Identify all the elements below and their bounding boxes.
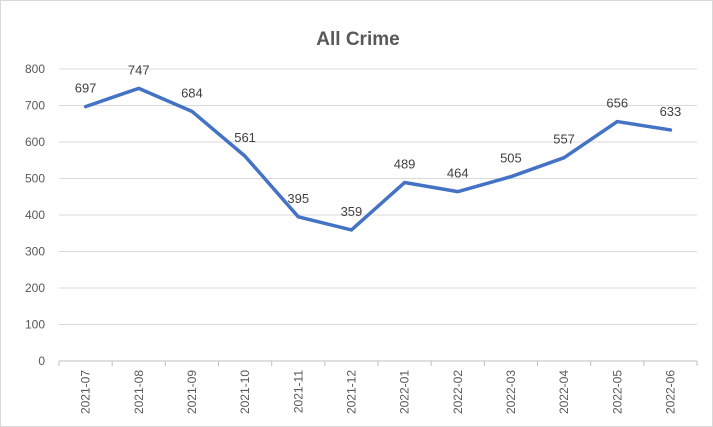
- x-tick-label: 2021-08: [132, 370, 146, 414]
- x-tick-label: 2021-11: [291, 370, 305, 413]
- data-label: 395: [287, 191, 309, 206]
- data-point: [509, 175, 513, 179]
- gridlines: [59, 68, 697, 362]
- x-tick-label: 2022-05: [610, 370, 624, 414]
- data-point: [137, 86, 141, 90]
- data-label: 656: [606, 96, 628, 111]
- y-tick-label: 600: [25, 135, 45, 149]
- data-label: 633: [660, 104, 682, 119]
- data-point: [456, 190, 460, 194]
- series-line: [83, 86, 673, 232]
- data-label: 697: [75, 81, 97, 96]
- data-point: [349, 228, 353, 232]
- data-point: [615, 120, 619, 124]
- data-label: 505: [500, 151, 522, 166]
- y-tick-label: 0: [38, 354, 45, 368]
- x-axis-ticks: 2021-07 2021-08 2021-09 2021-10 2021-11 2021-…: [58, 361, 698, 414]
- data-label: 747: [128, 62, 150, 77]
- x-tick-label: 2022-01: [398, 370, 412, 414]
- y-tick-label: 100: [25, 318, 45, 332]
- data-label: 464: [447, 166, 469, 181]
- y-tick-label: 800: [25, 62, 45, 76]
- x-tick-label: 2021-10: [238, 370, 252, 414]
- data-label: 557: [553, 132, 575, 147]
- data-label: 489: [394, 157, 416, 172]
- chart-title: All Crime: [316, 29, 399, 50]
- data-point: [403, 181, 407, 185]
- x-tick-label: 2021-07: [79, 370, 93, 414]
- data-label: 561: [234, 130, 256, 145]
- data-point: [668, 128, 672, 132]
- data-point: [243, 154, 247, 158]
- x-tick-label: 2021-12: [344, 370, 358, 414]
- x-tick-label: 2022-04: [557, 370, 571, 414]
- x-tick-label: 2022-06: [663, 370, 677, 414]
- x-tick-label: 2021-09: [185, 370, 199, 414]
- data-label: 359: [341, 204, 363, 219]
- data-label: 684: [181, 85, 203, 100]
- x-tick-label: 2022-03: [504, 370, 518, 414]
- y-tick-label: 300: [25, 245, 45, 259]
- data-point: [296, 215, 300, 219]
- data-point: [190, 109, 194, 113]
- data-point: [562, 156, 566, 160]
- y-tick-label: 500: [25, 172, 45, 186]
- data-point: [84, 105, 88, 109]
- y-tick-label: 400: [25, 208, 45, 222]
- x-tick-label: 2022-02: [451, 370, 465, 414]
- y-axis-ticks: 0 100 200 300 400 500 600 700 800: [25, 62, 45, 368]
- y-tick-label: 200: [25, 281, 45, 295]
- data-labels: 697 747 684 561 395 359 489 464 505 557 656 633: [75, 62, 682, 219]
- series-layer: [83, 86, 673, 232]
- y-tick-label: 700: [25, 99, 45, 113]
